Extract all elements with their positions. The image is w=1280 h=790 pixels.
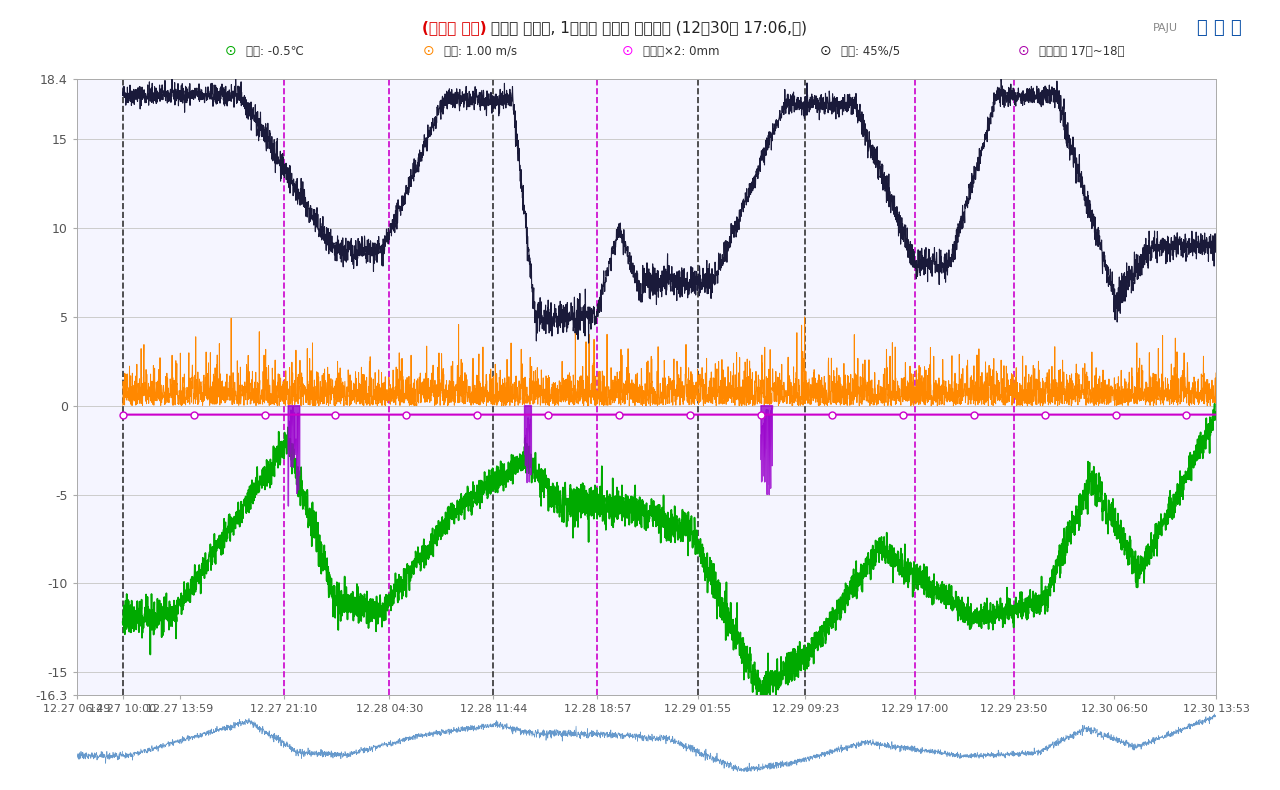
Text: 풍속: 1.00 m/s: 풍속: 1.00 m/s [444,45,517,58]
Text: 온도: -0.5℃: 온도: -0.5℃ [246,45,303,58]
Text: 파 주 시: 파 주 시 [1197,19,1242,36]
Text: ⊙: ⊙ [224,44,237,58]
Text: 같은시각 17시~18시: 같은시각 17시~18시 [1039,45,1125,58]
Text: ⊙: ⊙ [1018,44,1030,58]
Text: 강수량×2: 0mm: 강수량×2: 0mm [643,45,719,58]
Text: (실시간 끊임): (실시간 끊임) [422,21,486,35]
Text: ⊙: ⊙ [621,44,634,58]
Text: PAJU: PAJU [1152,23,1178,32]
Text: 경기도 파주시, 1분단위 실시간 날씨정보 (12월30일 17:06,金): 경기도 파주시, 1분단위 실시간 날씨정보 (12월30일 17:06,金) [486,21,808,35]
Text: 습도: 45%/5: 습도: 45%/5 [841,45,900,58]
Text: ⊙: ⊙ [422,44,435,58]
Text: ⊙: ⊙ [819,44,832,58]
